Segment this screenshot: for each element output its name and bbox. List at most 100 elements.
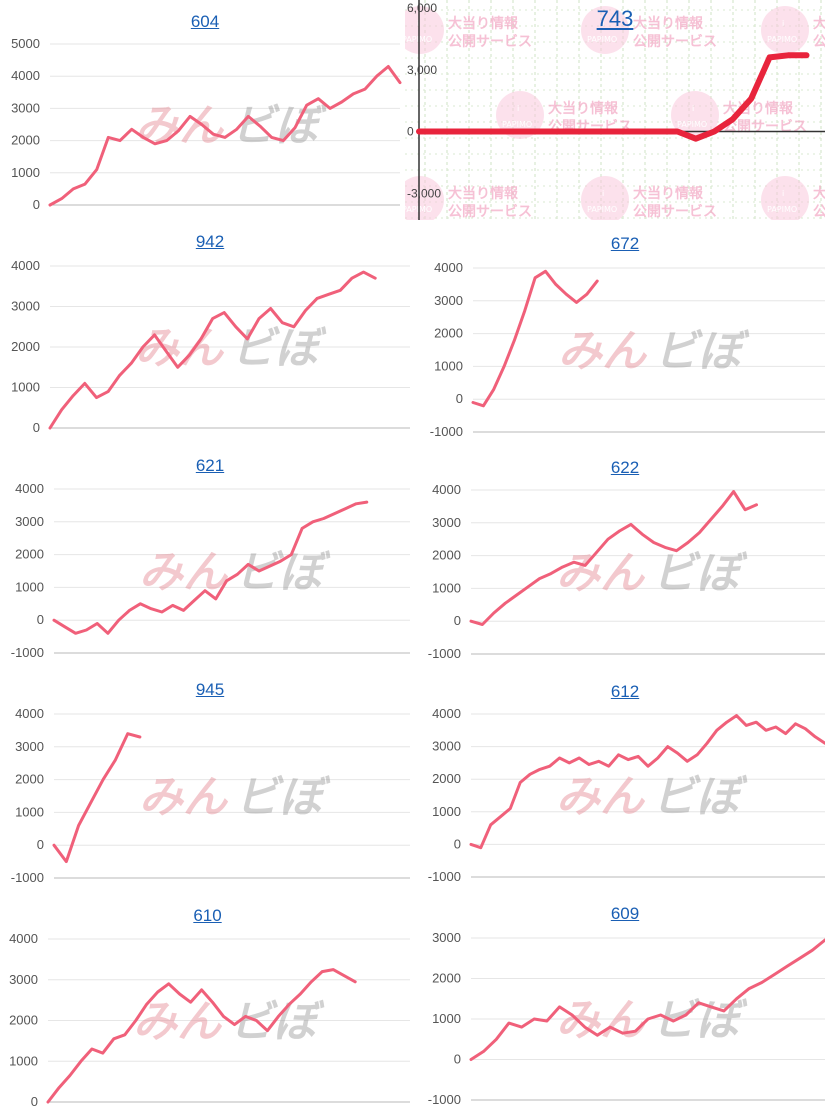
- stamp-logo-text: PAPIMO: [587, 35, 617, 44]
- data-point: [350, 276, 354, 280]
- data-point: [292, 325, 296, 328]
- data-point: [321, 970, 324, 973]
- data-point: [634, 1029, 637, 1033]
- y-tick-label: -1000: [428, 1092, 461, 1107]
- data-point: [695, 753, 699, 756]
- series-line: [469, 714, 825, 850]
- data-point: [363, 87, 367, 91]
- data-point: [114, 758, 117, 762]
- chart-title-link-743[interactable]: 743: [596, 6, 634, 31]
- chart-621: -1000 0 1000 2000 3000 4000 みん ビぼ: [11, 481, 410, 660]
- chart-panel-743: i PAPIMO 大当り情報 公開サービス i PAPIMO 大当り情報 公開サービス i PAP…: [405, 0, 825, 220]
- y-tick-label: 1000: [432, 1011, 461, 1026]
- chart-panel-612: 612 -1000 0 1000 2000 3000 4000 みん ビぼ: [415, 670, 825, 890]
- data-point: [652, 541, 655, 544]
- data-point: [258, 124, 262, 128]
- data-point: [499, 815, 502, 818]
- data-point: [268, 564, 271, 568]
- chart-title-link-942[interactable]: 942: [195, 232, 225, 251]
- data-point: [60, 197, 63, 200]
- data-point: [548, 764, 551, 768]
- y-tick-label: 3000: [434, 293, 463, 308]
- y-tick-label: 0: [33, 197, 40, 212]
- data-point: [83, 182, 87, 186]
- data-point: [362, 270, 365, 274]
- series-line: [52, 732, 142, 864]
- data-point: [52, 619, 56, 622]
- watermark-text: ビぼ: [654, 327, 750, 376]
- y-tick-label: 1000: [15, 804, 44, 819]
- data-point: [130, 362, 133, 365]
- chart-title-link-945[interactable]: 945: [195, 680, 225, 699]
- y-tick-label: 0: [31, 1094, 38, 1109]
- data-point: [697, 1001, 700, 1004]
- data-point: [344, 507, 347, 510]
- data-point: [471, 401, 475, 404]
- data-point: [533, 1017, 536, 1021]
- data-point: [290, 553, 293, 556]
- y-tick-label: 0: [37, 837, 44, 852]
- chart-title-link-604[interactable]: 604: [190, 12, 220, 31]
- data-point: [153, 142, 157, 146]
- data-point: [365, 500, 369, 504]
- data-point: [469, 1058, 473, 1061]
- data-point: [773, 973, 776, 976]
- data-point: [223, 136, 227, 139]
- y-tick-label: 3000: [15, 514, 44, 529]
- data-point: [117, 619, 120, 622]
- y-tick-label: 2000: [434, 326, 463, 341]
- y-tick-label: 5000: [11, 36, 40, 51]
- watermark-text: ビぼ: [235, 773, 331, 822]
- watermark-text: ビぼ: [652, 773, 748, 822]
- data-point: [266, 1029, 269, 1032]
- data-point: [203, 589, 207, 592]
- y-tick-label: 3000: [15, 739, 44, 754]
- data-point: [112, 1037, 116, 1041]
- y-tick-label: -1000: [428, 869, 461, 884]
- stamp-top-text: i: [782, 19, 784, 28]
- papimo-stamp-icon: [496, 91, 544, 139]
- y-tick-label: 3000: [11, 299, 40, 314]
- data-point: [118, 374, 121, 377]
- stamp-text: 大当り情報: [448, 15, 519, 32]
- watermark-text: ビぼ: [231, 324, 327, 373]
- data-point: [90, 1047, 94, 1051]
- chart-title-link-609[interactable]: 609: [610, 904, 640, 923]
- data-point: [572, 560, 575, 564]
- chart-panel-609: 609 -1000 0 1000 2000 3000 みん ビぼ: [415, 894, 825, 1116]
- chart-672: -1000 0 1000 2000 3000 4000 みん ビぼ: [430, 260, 825, 439]
- data-point: [126, 732, 129, 735]
- data-point: [721, 505, 724, 508]
- stamp-logo-text: PAPIMO: [502, 120, 532, 129]
- y-tick-label: 1000: [434, 358, 463, 373]
- stamp-text: 大当り情報: [633, 185, 704, 202]
- data-point: [222, 1015, 225, 1018]
- data-point: [546, 130, 550, 134]
- y-tick-label: 2000: [11, 133, 40, 148]
- data-point: [178, 992, 181, 996]
- data-point: [211, 317, 214, 320]
- data-point: [79, 1060, 83, 1063]
- chart-title-link-622[interactable]: 622: [610, 458, 640, 477]
- papimo-stamp-icon: [671, 91, 719, 139]
- data-point: [666, 745, 669, 748]
- chart-title-link-672[interactable]: 672: [610, 234, 640, 253]
- data-point: [620, 130, 624, 134]
- data-point: [106, 390, 110, 393]
- data-point: [489, 823, 492, 827]
- data-point: [526, 585, 530, 588]
- y-tick-label: 0: [454, 613, 461, 628]
- chart-title-link-610[interactable]: 610: [193, 906, 222, 925]
- data-point: [636, 755, 640, 758]
- y-tick-label: 4000: [15, 706, 44, 721]
- data-point: [142, 136, 145, 139]
- chart-title-link-621[interactable]: 621: [195, 456, 225, 475]
- stamp-text: 公開サービス: [633, 34, 717, 50]
- y-tick-label: 4000: [434, 260, 463, 275]
- data-point: [189, 1000, 192, 1004]
- data-point: [85, 628, 88, 632]
- data-point: [549, 572, 553, 575]
- y-tick-label: 3000: [9, 972, 38, 987]
- chart-title-link-612[interactable]: 612: [610, 682, 640, 701]
- data-point: [373, 276, 377, 280]
